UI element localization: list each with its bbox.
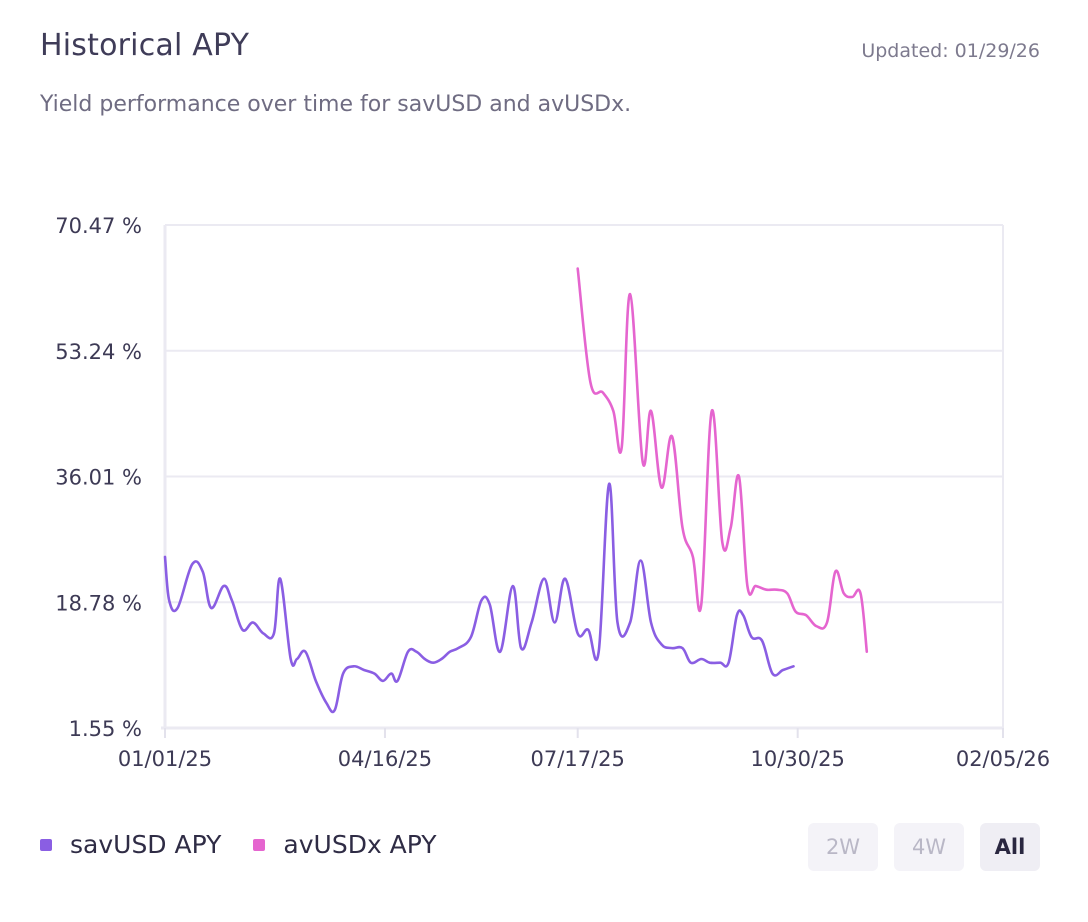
y-tick-label: 36.01 % [55,466,142,490]
legend-item-avusdx[interactable]: avUSDx APY [253,830,437,859]
series [163,267,869,714]
updated-timestamp: Updated: 01/29/26 [861,40,1040,62]
avusdx-swatch-icon [253,838,266,851]
x-tick-label: 10/30/25 [751,747,845,771]
legend-label-savusd: savUSD APY [70,830,222,859]
y-tick-label: 18.78 % [55,591,142,615]
time-range-selector: 2W 4W All [792,823,1040,871]
savusd-series-line[interactable] [163,482,795,714]
axes: 70.47 % 53.24 % 36.01 % 18.78 % 1.55 % 01/01/… [55,214,1050,771]
avusdx-series-line[interactable] [576,267,869,653]
x-tick-label: 07/17/25 [531,747,625,771]
chart-legend: savUSD APY avUSDx APY [40,830,469,859]
range-2w-button[interactable]: 2W [808,823,878,871]
legend-label-avusdx: avUSDx APY [283,830,437,859]
y-tick-label: 70.47 % [55,214,142,238]
x-tick-label: 02/05/26 [956,747,1050,771]
chart-subtitle: Yield performance over time for savUSD a… [40,92,632,117]
range-all-button[interactable]: All [980,823,1040,871]
y-tick-label: 1.55 % [69,717,142,741]
legend-item-savusd[interactable]: savUSD APY [40,830,221,859]
x-tick-label: 01/01/25 [118,747,212,771]
range-4w-button[interactable]: 4W [894,823,964,871]
x-tick-label: 04/16/25 [338,747,432,771]
y-tick-label: 53.24 % [55,340,142,364]
savusd-swatch-icon [40,838,52,851]
apy-line-chart: 70.47 % 53.24 % 36.01 % 18.78 % 1.55 % 01/01/… [55,214,1050,771]
chart-title: Historical APY [40,28,250,63]
